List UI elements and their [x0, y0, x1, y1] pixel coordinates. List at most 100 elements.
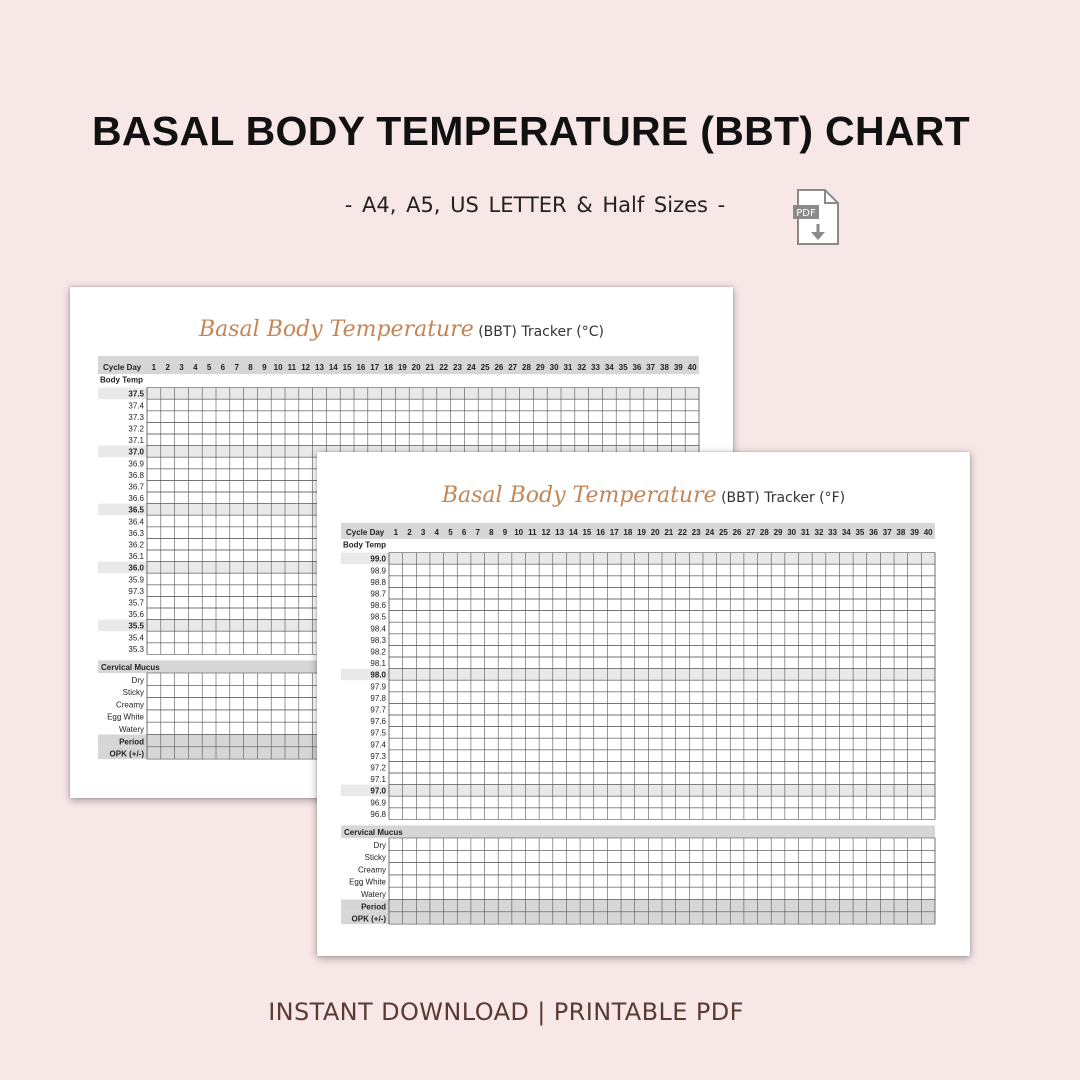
day-number: 2: [407, 528, 412, 537]
temp-label: 98.8: [370, 578, 386, 587]
temp-label: 97.3: [128, 587, 144, 596]
day-number: 30: [550, 363, 559, 372]
tracking-row-label: Egg White: [107, 713, 144, 722]
cycle-day-label: Cycle Day: [103, 363, 142, 372]
temp-label: 97.1: [370, 775, 386, 784]
temp-label: 37.1: [128, 436, 144, 445]
temp-label: 97.7: [370, 706, 386, 715]
temp-label: 35.5: [128, 622, 144, 631]
temp-label: 97.5: [370, 729, 386, 738]
day-number: 40: [688, 363, 697, 372]
day-number: 8: [248, 363, 253, 372]
temp-label: 36.9: [128, 459, 144, 468]
day-number: 26: [494, 363, 503, 372]
temp-band-row: [341, 552, 935, 565]
day-number: 10: [274, 363, 283, 372]
day-number: 15: [582, 528, 591, 537]
temp-label: 36.4: [128, 517, 144, 526]
day-number: 18: [384, 363, 393, 372]
temp-label: 37.5: [128, 390, 144, 399]
temp-label: 36.8: [128, 471, 144, 480]
tracking-row-label: Creamy: [358, 865, 386, 874]
day-number: 29: [774, 528, 783, 537]
pdf-download-icon: PDF: [793, 189, 839, 245]
shaded-tracking-row: [341, 911, 935, 925]
day-number: 23: [692, 528, 701, 537]
day-number: 33: [828, 528, 837, 537]
day-number: 8: [489, 528, 494, 537]
day-number: 31: [801, 528, 810, 537]
temp-label: 98.0: [370, 671, 386, 680]
tracking-row-label: Watery: [119, 725, 144, 734]
cycle-day-header-row: [341, 523, 935, 539]
temp-label: 97.6: [370, 717, 386, 726]
day-number: 19: [637, 528, 646, 537]
tracking-row-label: Dry: [374, 841, 386, 850]
tracking-row-label: Sticky: [123, 688, 144, 697]
temp-label: 97.3: [370, 752, 386, 761]
temp-band-row: [98, 387, 699, 400]
temp-label: 99.0: [370, 555, 386, 564]
tracking-row-label: Sticky: [365, 853, 386, 862]
day-number: 21: [664, 528, 673, 537]
body-temp-label: Body Temp: [100, 376, 143, 385]
celsius-script-title: Basal Body Temperature: [198, 317, 474, 342]
temp-label: 98.7: [370, 590, 386, 599]
day-number: 6: [221, 363, 226, 372]
day-number: 12: [542, 528, 551, 537]
fahrenheit-tracker-sheet: Basal Body Temperature (BBT) Tracker (°F…: [317, 452, 970, 956]
fahrenheit-sheet-title: Basal Body Temperature (BBT) Tracker (°F…: [317, 483, 970, 508]
day-number: 3: [179, 363, 184, 372]
day-number: 32: [577, 363, 586, 372]
temp-label: 35.3: [128, 645, 144, 654]
temp-label: 36.6: [128, 494, 144, 503]
day-number: 33: [591, 363, 600, 372]
day-number: 14: [329, 363, 338, 372]
day-number: 31: [563, 363, 572, 372]
day-number: 22: [678, 528, 687, 537]
temp-label: 37.4: [128, 401, 144, 410]
fahrenheit-title-rest: (BBT) Tracker (°F): [716, 490, 846, 506]
tracking-row-label: Egg White: [349, 878, 386, 887]
cycle-day-label: Cycle Day: [346, 528, 385, 537]
day-number: 22: [439, 363, 448, 372]
day-number: 35: [855, 528, 864, 537]
body-temp-label: Body Temp: [343, 541, 386, 550]
shaded-tracking-row: [341, 899, 935, 912]
day-number: 6: [462, 528, 467, 537]
day-number: 19: [398, 363, 407, 372]
temp-label: 35.7: [128, 599, 144, 608]
day-number: 16: [596, 528, 605, 537]
day-number: 24: [705, 528, 714, 537]
day-number: 36: [632, 363, 641, 372]
temp-label: 35.4: [128, 633, 144, 642]
tracking-row-label: Period: [119, 737, 144, 746]
day-number: 39: [910, 528, 919, 537]
cervical-mucus-header: [341, 825, 935, 838]
tracking-row-label: OPK (+/-): [352, 915, 387, 924]
day-number: 37: [646, 363, 655, 372]
day-number: 39: [674, 363, 683, 372]
day-number: 4: [193, 363, 198, 372]
day-number: 28: [522, 363, 531, 372]
day-number: 24: [467, 363, 476, 372]
temp-label: 35.6: [128, 610, 144, 619]
temp-label: 36.7: [128, 483, 144, 492]
day-number: 2: [165, 363, 170, 372]
footer-tagline: INSTANT DOWNLOAD | PRINTABLE PDF: [268, 998, 744, 1026]
cervical-mucus-label: Cervical Mucus: [344, 828, 403, 837]
day-number: 13: [315, 363, 324, 372]
temp-label: 98.5: [370, 613, 386, 622]
day-number: 35: [619, 363, 628, 372]
day-number: 38: [660, 363, 669, 372]
tracking-row-label: Creamy: [116, 700, 144, 709]
day-number: 38: [896, 528, 905, 537]
day-number: 4: [435, 528, 440, 537]
celsius-sheet-title: Basal Body Temperature (BBT) Tracker (°C…: [70, 317, 733, 342]
tracking-row-label: Period: [361, 902, 386, 911]
day-number: 30: [787, 528, 796, 537]
temp-label: 97.4: [370, 740, 386, 749]
cycle-day-header-row: [98, 356, 699, 374]
temp-label: 36.1: [128, 552, 144, 561]
page-title: BASAL BODY TEMPERATURE (BBT) CHART: [91, 108, 971, 154]
